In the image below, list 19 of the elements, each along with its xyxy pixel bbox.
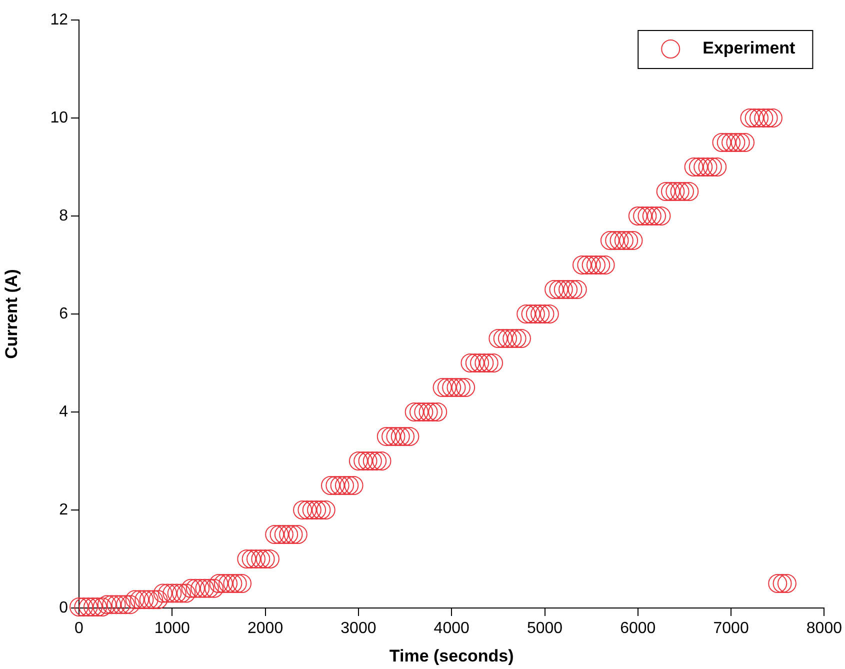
- x-axis-title: Time (seconds): [389, 646, 514, 666]
- y-tick-label: 12: [50, 11, 68, 28]
- x-tick-label: 7000: [713, 620, 749, 638]
- y-axis-title: Current (A): [2, 269, 21, 359]
- x-tick-label: 6000: [620, 620, 656, 638]
- x-tick-label: 2000: [248, 620, 284, 638]
- x-tick-label: 3000: [340, 620, 376, 638]
- y-tick-label: 10: [50, 109, 68, 126]
- x-tick-label: 5000: [526, 620, 563, 638]
- y-tick-label: 8: [59, 207, 68, 224]
- x-tick-label: 8000: [806, 620, 842, 638]
- y-tick-label: 4: [59, 403, 68, 420]
- y-tick-label: 6: [59, 305, 68, 322]
- legend-label: Experiment: [702, 38, 796, 58]
- y-tick-label: 2: [59, 501, 68, 518]
- x-tick-label: 0: [74, 620, 84, 638]
- y-tick-label: 0: [59, 599, 68, 616]
- x-tick-label: 1000: [154, 620, 190, 638]
- x-tick-label: 4000: [434, 620, 470, 638]
